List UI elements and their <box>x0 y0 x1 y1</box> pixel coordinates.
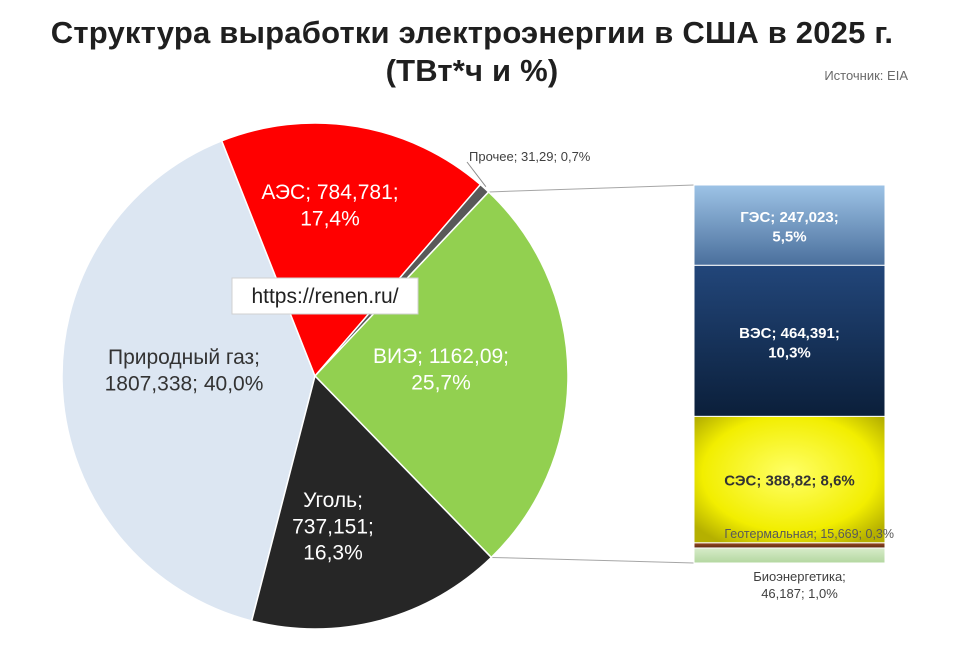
pie-label-line: 17,4% <box>300 207 360 230</box>
chart-title-line2: (ТВт*ч и %) <box>385 53 559 88</box>
bar-label-bioenergy: Биоэнергетика; 46,187; 1,0% <box>753 569 846 601</box>
bar-label-line: 46,187; 1,0% <box>761 586 838 601</box>
pie-label-renewables: ВИЭ; 1162,09; 25,7% <box>373 345 509 394</box>
pie-label-line: Прочее; 31,29; 0,7% <box>469 149 591 164</box>
bar-label-line: Геотермальная; 15,669; 0,3% <box>724 527 894 541</box>
pie-label-coal: Уголь; 737,151; 16,3% <box>292 489 374 565</box>
pie-label-line: 16,3% <box>303 542 363 565</box>
bar-segment-solar <box>693 415 886 544</box>
leader-line-other <box>466 161 487 188</box>
bar-label-solar: СЭС; 388,82; 8,6% <box>724 473 855 490</box>
pie-slice-natural-gas <box>61 139 316 622</box>
pie-label-line: ВИЭ; 1162,09; <box>373 345 509 368</box>
pie-slice-renewables <box>313 190 569 559</box>
chart-title: Структура выработки электроэнергии в США… <box>0 14 944 90</box>
pie-label-line: 25,7% <box>411 371 471 394</box>
bar-label-line: СЭС; 388,82; 8,6% <box>724 473 855 490</box>
pie-label-other: Прочее; 31,29; 0,7% <box>469 149 591 164</box>
bar-segment-bioenergy <box>693 547 886 564</box>
pie-label-line: Уголь; <box>303 489 363 512</box>
pie-label-line: Природный газ; <box>108 346 260 369</box>
bar-label-line: ГЭС; 247,023; <box>740 209 838 226</box>
watermark-text: https://renen.ru/ <box>251 285 398 308</box>
bar-segment-hydro <box>693 184 886 266</box>
watermark-box <box>231 277 419 315</box>
connector-line-top <box>488 184 695 193</box>
bar-label-hydro: ГЭС; 247,023; 5,5% <box>740 209 838 246</box>
bar-segment-wind <box>693 264 886 417</box>
bar-label-wind: ВЭС; 464,391; 10,3% <box>739 325 840 362</box>
connector-line-bottom <box>491 556 695 564</box>
pie-label-line: 1807,338; 40,0% <box>105 372 264 395</box>
pie-label-line: 737,151; <box>292 515 374 538</box>
pie-slice-nuclear <box>220 122 482 378</box>
bar-label-geothermal: Геотермальная; 15,669; 0,3% <box>724 527 894 541</box>
bar-segment-geothermal <box>693 542 886 549</box>
bar-label-line: ВЭС; 464,391; <box>739 325 840 342</box>
source-note: Источник: EIA <box>824 68 908 83</box>
bar-label-line: 5,5% <box>772 229 806 246</box>
chart-title-line1: Структура выработки электроэнергии в США… <box>50 15 894 50</box>
pie-label-line: АЭС; 784,781; <box>261 181 398 204</box>
pie-label-natural-gas: Природный газ; 1807,338; 40,0% <box>105 346 264 395</box>
bar-label-line: Биоэнергетика; <box>753 569 846 584</box>
pie-label-nuclear: АЭС; 784,781; 17,4% <box>261 181 398 230</box>
pie-slice-coal <box>250 374 493 630</box>
bar-label-line: 10,3% <box>768 344 811 361</box>
